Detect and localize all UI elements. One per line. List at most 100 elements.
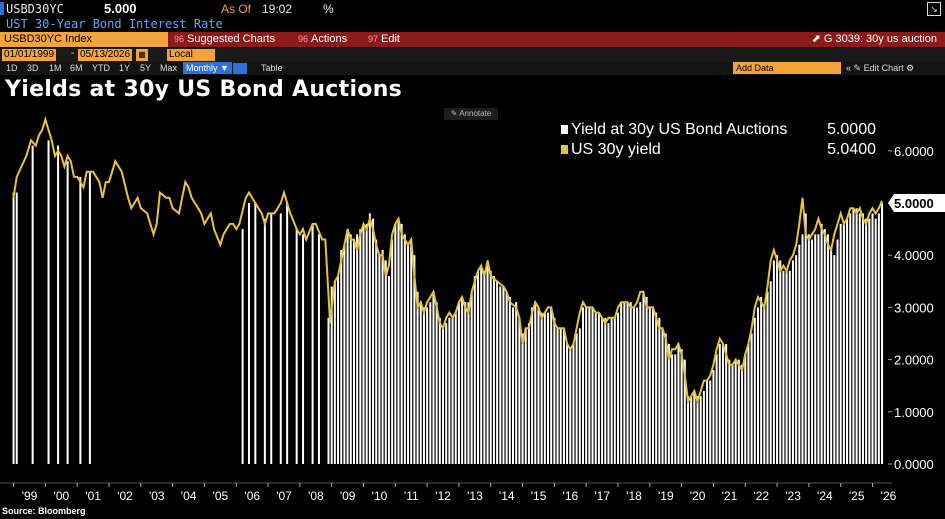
bar xyxy=(524,328,527,464)
y-tick-label: 4.0000 xyxy=(894,248,934,263)
bar xyxy=(881,203,884,464)
bar xyxy=(327,317,330,464)
bar xyxy=(658,317,661,464)
toolbar xyxy=(0,32,945,47)
period-6m[interactable]: 6M xyxy=(70,63,83,73)
bar xyxy=(575,333,578,464)
bar xyxy=(362,223,365,464)
settings-icon: ⚙ xyxy=(906,63,915,73)
legend-box xyxy=(556,112,886,160)
bar xyxy=(747,343,750,464)
annotate-button[interactable]: ✎ Annotate xyxy=(444,108,498,120)
bar xyxy=(830,249,833,464)
start-date-field[interactable]: 01/01/1999 xyxy=(2,49,57,61)
period-1m[interactable]: 1M xyxy=(49,63,62,73)
bar xyxy=(712,370,715,464)
bar xyxy=(489,270,492,464)
end-date-field[interactable]: 05/13/2026 xyxy=(78,49,133,61)
bar xyxy=(512,307,515,464)
last-value-marker: 5.0000 xyxy=(888,194,945,212)
period-1d[interactable]: 1D xyxy=(6,63,18,73)
bar xyxy=(772,260,775,464)
bar xyxy=(715,354,718,464)
bar xyxy=(814,234,817,464)
period-1y[interactable]: 1Y xyxy=(119,63,131,73)
legend-name: Yield at 30y US Bond Auctions xyxy=(571,121,787,138)
bar xyxy=(699,396,702,464)
x-tick-label: '08 xyxy=(308,489,324,503)
edit-chart-button[interactable]: « ✎ Edit Chart ⚙ xyxy=(846,62,914,75)
bar xyxy=(636,307,639,464)
line-chart-icon[interactable] xyxy=(233,63,247,74)
bar xyxy=(709,380,712,464)
edit-number: 97 xyxy=(368,34,379,44)
bar xyxy=(311,223,314,464)
suggested-charts-button[interactable]: 96 Suggested Charts xyxy=(174,32,275,47)
bar xyxy=(416,291,419,464)
x-tick-label: '10 xyxy=(372,489,388,503)
bar xyxy=(483,270,486,464)
bar xyxy=(397,218,400,464)
y-tick-label: 2.0000 xyxy=(894,353,934,368)
bar xyxy=(540,312,543,464)
popout-icon[interactable]: ↘ xyxy=(927,2,941,16)
bar xyxy=(518,317,521,464)
bar xyxy=(750,333,753,464)
bar xyxy=(846,218,849,464)
edit-button[interactable]: 97 Edit xyxy=(368,32,400,47)
frequency-select[interactable]: Monthly ▼ xyxy=(183,62,232,74)
bar xyxy=(874,218,877,464)
function-title[interactable]: ⬈ G 3039: 30y us auction xyxy=(812,32,937,47)
period-max[interactable]: Max xyxy=(160,63,178,73)
last-value-tag-text: 5.0000 xyxy=(894,196,934,211)
date-row xyxy=(0,48,945,62)
bar xyxy=(858,213,861,464)
ticker-label[interactable]: USBD30YC xyxy=(6,2,64,16)
add-data-field[interactable]: Add Data xyxy=(733,62,841,74)
bar xyxy=(728,359,731,464)
bar xyxy=(470,291,473,464)
bar xyxy=(553,317,556,464)
bar xyxy=(861,213,864,464)
bar xyxy=(591,307,594,464)
bar xyxy=(66,161,69,465)
legend: Yield at 30y US Bond Auctions 5.0000 US 30… xyxy=(556,112,886,160)
actions-number: 96 xyxy=(298,34,309,44)
period-3d[interactable]: 3D xyxy=(27,63,39,73)
bar xyxy=(435,302,438,464)
bar xyxy=(15,192,18,464)
bar xyxy=(798,244,801,464)
period-ytd[interactable]: YTD xyxy=(92,63,110,73)
bar xyxy=(337,276,340,464)
security-field[interactable]: USBD30YC Index xyxy=(0,32,168,47)
x-tick-label: '11 xyxy=(404,489,419,503)
bar xyxy=(508,296,511,464)
bar xyxy=(413,255,416,464)
bar xyxy=(473,276,476,464)
bar xyxy=(756,307,759,464)
bar xyxy=(737,359,740,464)
bar xyxy=(629,302,632,464)
bar xyxy=(426,307,429,464)
bar xyxy=(403,234,406,464)
bar xyxy=(610,317,613,464)
actions-button[interactable]: 96 Actions xyxy=(298,32,347,47)
bar xyxy=(445,323,448,464)
period-5y[interactable]: 5Y xyxy=(140,63,152,73)
bar xyxy=(432,291,435,464)
table-button[interactable]: Table xyxy=(261,63,283,73)
bar xyxy=(359,229,362,464)
bar xyxy=(556,328,559,464)
bar xyxy=(254,203,257,464)
bar xyxy=(645,296,648,464)
bar xyxy=(378,255,381,464)
edit-label: Edit xyxy=(381,33,400,45)
bar xyxy=(677,343,680,464)
legend-swatch xyxy=(561,145,568,154)
bar xyxy=(534,302,537,464)
calendar-icon[interactable]: ▦ xyxy=(136,49,148,61)
bar xyxy=(569,349,572,464)
x-tick-label: '18 xyxy=(626,489,642,503)
bar xyxy=(718,343,721,464)
